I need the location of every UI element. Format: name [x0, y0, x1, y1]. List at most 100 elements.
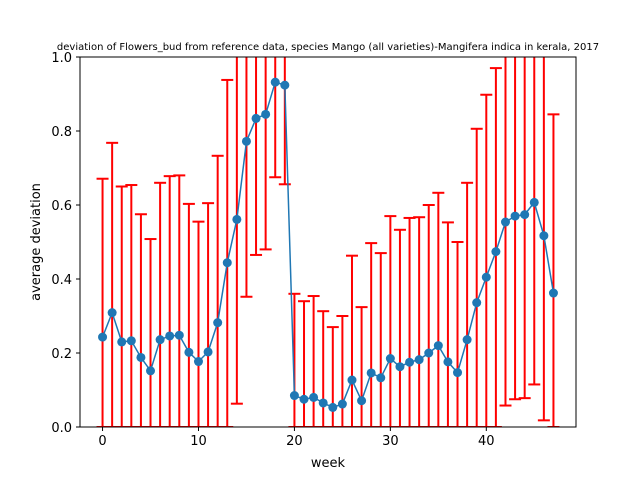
data-point [280, 80, 290, 90]
error-bar [461, 181, 474, 427]
error-bar [374, 252, 387, 427]
data-point [462, 335, 472, 345]
error-bar [192, 220, 205, 427]
data-point [539, 231, 549, 241]
data-point [395, 362, 405, 372]
error-bars [96, 57, 560, 427]
data-point [241, 136, 251, 146]
data-point [424, 348, 434, 358]
data-point [328, 402, 338, 412]
error-bar [202, 202, 215, 427]
error-bar [422, 204, 435, 427]
data-point [548, 288, 558, 298]
data-point [126, 336, 136, 346]
data-point [500, 217, 510, 227]
data-point [155, 335, 165, 345]
x-tick-label: 10 [190, 434, 207, 449]
x-axis-ticks: 0 10 20 30 40 [98, 427, 495, 449]
error-bar [365, 242, 378, 427]
data-point [366, 368, 376, 378]
data-point [193, 357, 203, 367]
error-bar [432, 191, 445, 427]
error-bar [115, 185, 128, 427]
error-bar [96, 177, 109, 427]
data-point [184, 347, 194, 357]
error-bar [317, 310, 330, 427]
data-point [203, 347, 213, 357]
error-bar [144, 238, 157, 427]
data-point [529, 197, 539, 207]
error-bar [470, 127, 483, 427]
y-tick-label: 0.0 [51, 421, 72, 436]
error-bar [211, 154, 224, 427]
x-axis-label: week [311, 456, 346, 471]
data-point [136, 352, 146, 362]
error-bar [298, 300, 311, 427]
data-point [376, 373, 386, 383]
y-tick-label: 1.0 [51, 51, 72, 66]
data-point [270, 77, 280, 87]
data-point [222, 258, 232, 268]
y-axis-label: average deviation [29, 183, 44, 301]
data-point [453, 368, 463, 378]
data-point [491, 247, 501, 257]
error-bar [384, 215, 397, 427]
y-tick-label: 0.6 [51, 199, 72, 214]
series-line [98, 77, 558, 412]
error-bar [182, 202, 195, 427]
error-bar [288, 292, 301, 427]
data-point [443, 357, 453, 367]
error-bar [451, 241, 464, 427]
data-point [318, 398, 328, 408]
data-point [174, 330, 184, 340]
error-bar [307, 295, 320, 427]
y-tick-label: 0.8 [51, 125, 72, 140]
data-point [414, 355, 424, 365]
error-bar [393, 228, 406, 427]
data-point [433, 341, 443, 351]
data-point [405, 357, 415, 367]
data-point [299, 394, 309, 404]
data-point [481, 272, 491, 282]
x-tick-label: 0 [98, 434, 106, 449]
plot-frame [79, 56, 577, 428]
x-tick-label: 20 [286, 434, 303, 449]
data-point [385, 354, 395, 364]
error-bar [221, 78, 234, 427]
data-point [107, 308, 117, 318]
data-point [232, 214, 242, 224]
data-point [213, 318, 223, 328]
error-bar [173, 174, 186, 427]
data-point [251, 113, 261, 123]
error-bar [345, 254, 358, 427]
error-bar [441, 221, 454, 427]
data-point [309, 392, 319, 402]
error-bar [125, 184, 138, 427]
chart-title: deviation of Flowers_bud from reference … [57, 42, 599, 53]
data-point [261, 109, 271, 119]
data-point [520, 210, 530, 220]
error-bar [480, 93, 493, 427]
error-bar [547, 113, 560, 427]
y-tick-label: 0.4 [51, 273, 72, 288]
data-point [347, 375, 357, 385]
data-point [146, 366, 156, 376]
data-point [472, 298, 482, 308]
data-point [117, 337, 127, 347]
error-bar [106, 141, 119, 427]
error-bar [355, 306, 368, 427]
data-point [337, 399, 347, 409]
data-point [289, 391, 299, 401]
data-point [98, 332, 108, 342]
data-point [165, 331, 175, 341]
error-bar [134, 213, 147, 427]
error-bar [413, 216, 426, 427]
x-tick-label: 40 [478, 434, 495, 449]
error-bar [154, 181, 167, 427]
data-point [357, 396, 367, 406]
y-tick-label: 0.2 [51, 347, 72, 362]
data-point [510, 211, 520, 221]
x-tick-label: 30 [382, 434, 399, 449]
y-axis-ticks: 0.0 0.2 0.4 0.6 0.8 1.0 [51, 51, 80, 436]
